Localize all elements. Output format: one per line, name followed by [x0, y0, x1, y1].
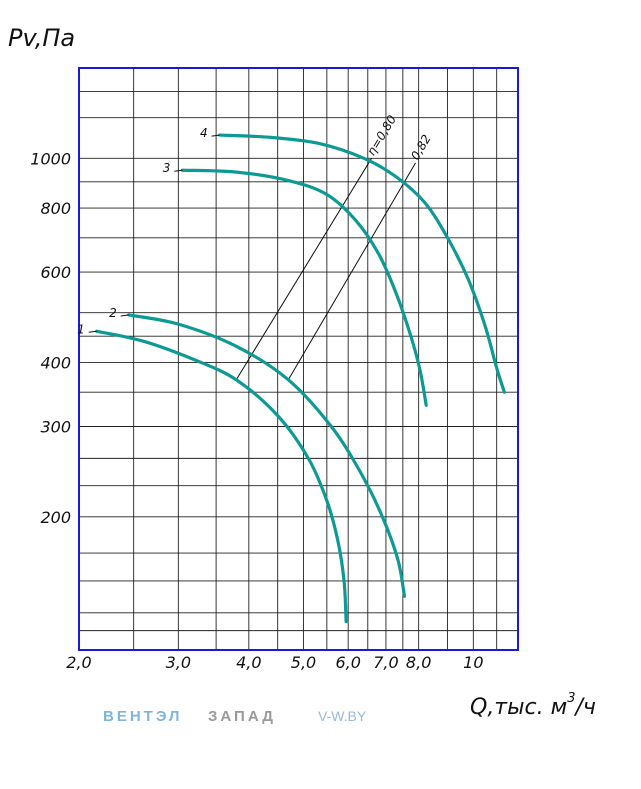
- tick-labels: 2,0 3,0 4,0 5,0 6,0 7,0 8,0 10 200 300 400 600 800 10…: [30, 149, 483, 672]
- y-tick-label: 800: [40, 199, 71, 218]
- watermark-brand-part-a: ВЕНТЭЛ: [103, 708, 183, 725]
- series-curve-1: [95, 329, 348, 624]
- series-label-leader: [120, 314, 129, 317]
- series-curves: 1 2 3 4: [77, 126, 506, 624]
- y-tick-label: 600: [40, 263, 71, 282]
- series-label-4: 4: [200, 126, 208, 140]
- y-axis-label: Pv,Па: [8, 24, 75, 52]
- series-curve-3: [180, 168, 428, 407]
- watermark-brand-part-b: ЗАПАД: [208, 708, 276, 725]
- x-tick-label: 5,0: [291, 653, 316, 672]
- series-curve-4: [217, 133, 506, 394]
- y-tick-label: 300: [40, 418, 71, 437]
- grid: [78, 68, 518, 650]
- x-axis-label-main: Q,тыс. м: [470, 695, 567, 720]
- efficiency-line: [287, 162, 417, 381]
- efficiency-label: 0,82: [408, 132, 434, 162]
- y-tick-label: 400: [40, 353, 71, 372]
- x-axis-label: Q,тыс. м3/ч: [470, 691, 596, 720]
- plot-frame: [78, 67, 519, 651]
- efficiency-lines: η=0,80 0,82: [235, 112, 434, 381]
- series-label-leader: [88, 330, 97, 333]
- efficiency-line: [235, 158, 372, 381]
- x-tick-label: 2,0: [66, 653, 91, 672]
- x-axis-label-tail: /ч: [573, 695, 595, 720]
- watermark-site: V-W.BY: [318, 708, 367, 724]
- series-curve-2: [127, 313, 407, 598]
- x-tick-label: 7,0: [373, 653, 398, 672]
- x-tick-label: 8,0: [406, 653, 431, 672]
- x-tick-label: 10: [463, 653, 483, 672]
- x-axis-label-sup: 3: [567, 691, 575, 706]
- series-label-3: 3: [163, 161, 171, 175]
- x-tick-label: 4,0: [236, 653, 261, 672]
- series-label-2: 2: [109, 306, 117, 320]
- series-label-leader: [211, 134, 220, 137]
- x-tick-label: 6,0: [335, 653, 360, 672]
- y-tick-label: 200: [40, 508, 71, 527]
- x-tick-label: 3,0: [166, 653, 191, 672]
- efficiency-label: η=0,80: [364, 112, 399, 157]
- series-label-1: 1: [77, 322, 85, 336]
- series-label-leader: [174, 169, 183, 172]
- y-tick-label: 1000: [30, 149, 71, 168]
